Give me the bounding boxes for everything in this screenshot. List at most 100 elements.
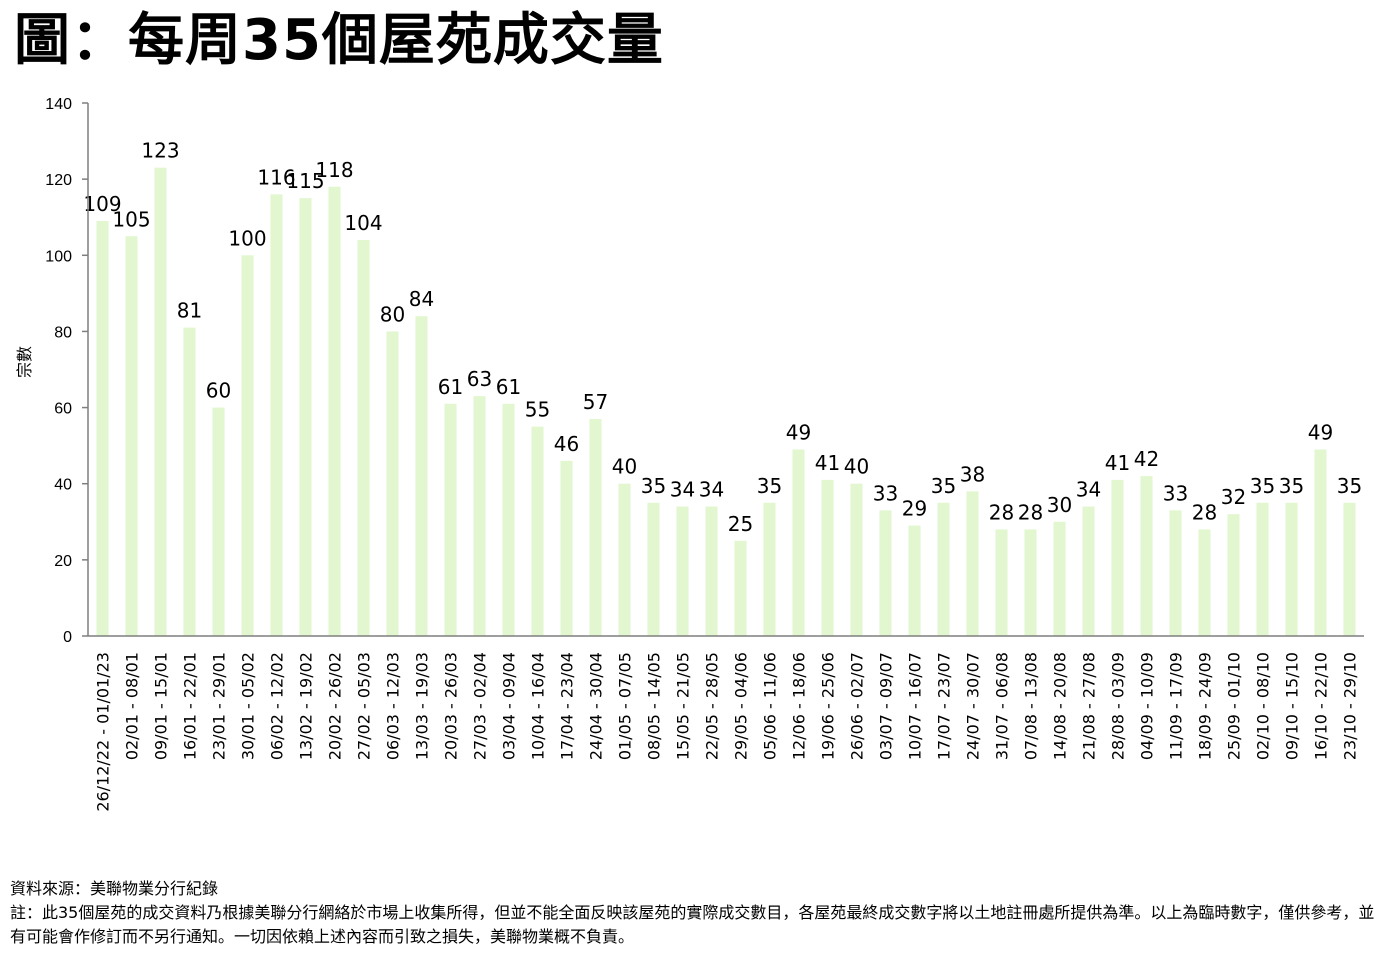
x-tick-label: 09/01 - 15/01 (152, 652, 171, 760)
x-tick-label: 03/07 - 09/07 (877, 652, 896, 760)
data-label: 116 (257, 165, 295, 189)
x-tick-label: 10/04 - 16/04 (529, 652, 548, 760)
x-tick-label: 06/03 - 12/03 (384, 652, 403, 760)
bars-group (96, 167, 1356, 637)
data-label: 100 (228, 226, 266, 250)
x-tick-label: 14/08 - 20/08 (1051, 652, 1070, 760)
bar (270, 194, 283, 636)
bar (96, 221, 109, 636)
x-tick-label: 16/01 - 22/01 (181, 652, 200, 760)
bar (212, 407, 225, 636)
data-label: 32 (1221, 485, 1246, 509)
data-label: 34 (670, 478, 695, 502)
data-label: 80 (380, 302, 405, 326)
data-label: 38 (960, 462, 985, 486)
x-tick-label: 05/06 - 11/06 (761, 652, 780, 760)
x-tick-label: 13/02 - 19/02 (297, 652, 316, 760)
x-tick-label: 25/09 - 01/10 (1225, 652, 1244, 760)
data-label: 118 (315, 158, 353, 182)
source-note: 資料來源：美聯物業分行紀錄 (10, 879, 219, 898)
chart-title: 圖：每周35個屋苑成交量 (14, 8, 664, 73)
data-label: 30 (1047, 493, 1072, 517)
x-tick-label: 04/09 - 10/09 (1138, 652, 1157, 760)
bar (531, 426, 544, 636)
bar (821, 479, 834, 636)
bar (1256, 502, 1269, 636)
bar (676, 506, 689, 636)
data-label: 104 (344, 211, 382, 235)
x-tick-label: 16/10 - 22/10 (1312, 652, 1331, 760)
data-label: 35 (1250, 474, 1275, 498)
bar (763, 502, 776, 636)
data-label: 60 (206, 379, 231, 403)
bar (705, 506, 718, 636)
bar (908, 525, 921, 636)
bar (473, 396, 486, 636)
x-tick-label: 03/04 - 09/04 (500, 652, 519, 760)
bar (560, 460, 573, 636)
data-label: 109 (83, 192, 121, 216)
x-tick-label: 11/09 - 17/09 (1167, 652, 1186, 760)
bar (183, 327, 196, 636)
x-tick-label: 08/05 - 14/05 (645, 652, 664, 760)
data-label: 40 (844, 455, 869, 479)
disclaimer-note: 註：此35個屋苑的成交資料乃根據美聯分行網絡於市場上收集所得，但並不能全面反映該… (10, 903, 1375, 946)
bar (1053, 521, 1066, 636)
bar (879, 510, 892, 636)
data-label: 123 (141, 139, 179, 163)
bar (1169, 510, 1182, 636)
x-tick-label: 19/06 - 25/06 (819, 652, 838, 760)
bar (357, 240, 370, 637)
x-tick-label: 23/01 - 29/01 (210, 652, 229, 760)
bar (966, 491, 979, 636)
bar (154, 167, 167, 636)
bar (415, 316, 428, 636)
x-tick-label: 12/06 - 18/06 (790, 652, 809, 760)
bar (1343, 502, 1356, 636)
data-label: 49 (1308, 420, 1333, 444)
data-label: 35 (1279, 474, 1304, 498)
data-label: 34 (699, 478, 724, 502)
x-tick-label: 20/02 - 26/02 (326, 652, 345, 760)
bar (1111, 479, 1124, 636)
x-tick-label: 07/08 - 13/08 (1022, 652, 1041, 760)
y-tick-label: 0 (63, 629, 72, 646)
bar (589, 418, 602, 636)
x-tick-label: 21/08 - 27/08 (1080, 652, 1099, 760)
bar (1198, 529, 1211, 636)
data-label: 49 (786, 420, 811, 444)
x-tick-label: 13/03 - 19/03 (413, 652, 432, 760)
x-tick-label: 26/06 - 02/07 (848, 652, 867, 760)
data-label: 28 (1018, 500, 1043, 524)
bar (444, 403, 457, 636)
data-label: 29 (902, 497, 927, 521)
data-label: 84 (409, 287, 434, 311)
x-tick-label: 18/09 - 24/09 (1196, 652, 1215, 760)
data-label: 81 (177, 299, 202, 323)
x-tick-label: 24/04 - 30/04 (587, 652, 606, 760)
data-label: 33 (1163, 481, 1188, 505)
bar (1140, 476, 1153, 636)
bar (1285, 502, 1298, 636)
x-tick-label: 22/05 - 28/05 (703, 652, 722, 760)
data-label: 35 (641, 474, 666, 498)
x-tick-label: 28/08 - 03/09 (1109, 652, 1128, 760)
data-label: 61 (496, 375, 521, 399)
x-axis-labels-group: 26/12/22 - 01/01/23 02/01 - 08/01 09/01 - … (94, 652, 1360, 812)
data-label: 33 (873, 481, 898, 505)
x-tick-label: 02/01 - 08/01 (123, 652, 142, 760)
y-axis-ticks-group: 0 20 40 60 80 100 120 140 (45, 96, 88, 646)
bar (502, 403, 515, 636)
data-label: 61 (438, 375, 463, 399)
bar (995, 529, 1008, 636)
x-tick-label: 09/10 - 15/10 (1283, 652, 1302, 760)
data-label: 35 (931, 474, 956, 498)
bar (328, 186, 341, 636)
data-label: 41 (1105, 451, 1130, 475)
data-label: 55 (525, 398, 550, 422)
data-label: 57 (583, 390, 608, 414)
data-label: 41 (815, 451, 840, 475)
x-tick-label: 10/07 - 16/07 (906, 652, 925, 760)
bar (386, 331, 399, 636)
